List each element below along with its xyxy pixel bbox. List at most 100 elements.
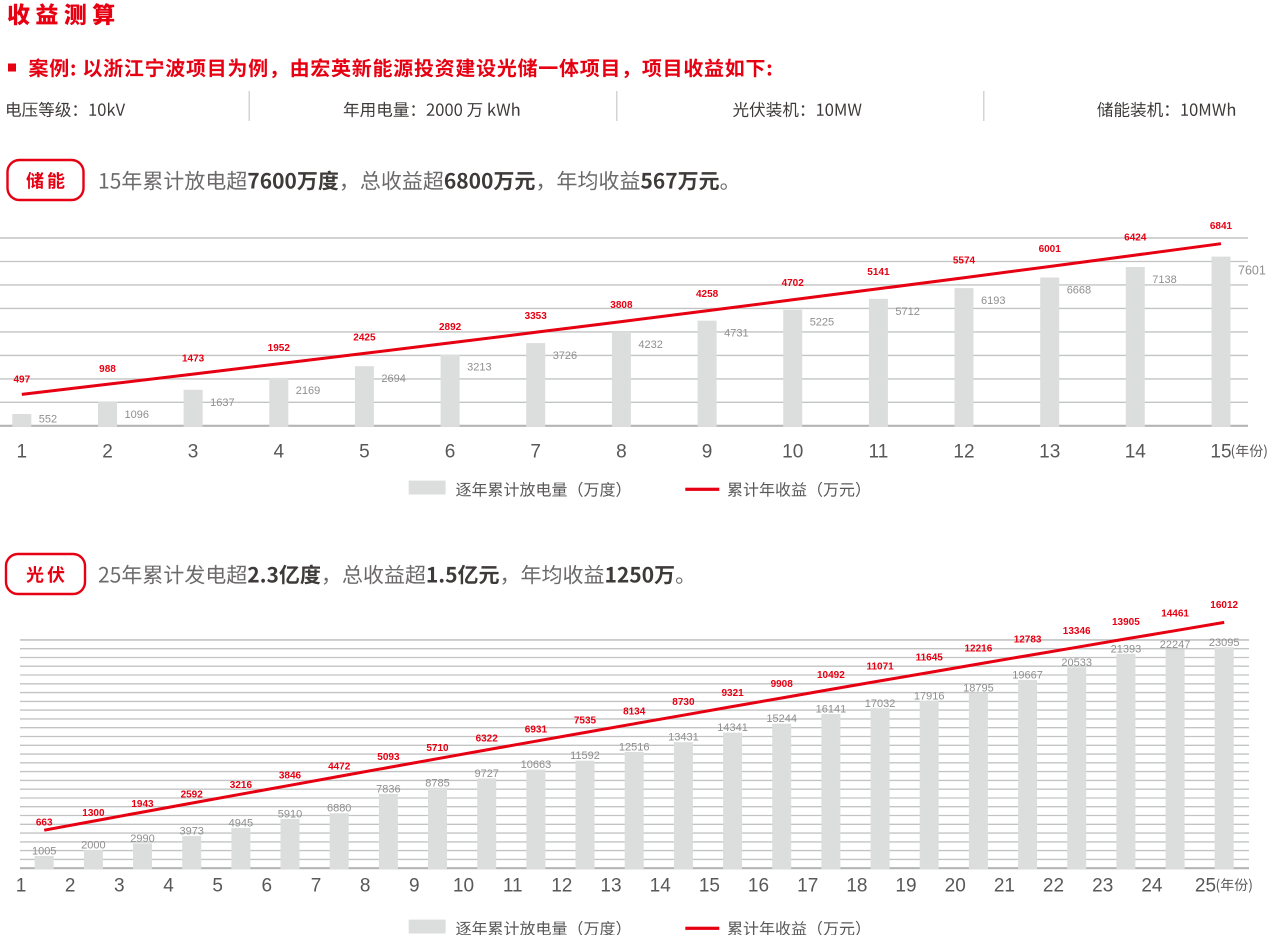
svg-text:5910: 5910 bbox=[278, 808, 302, 820]
svg-text:19: 19 bbox=[895, 876, 916, 897]
svg-text:3216: 3216 bbox=[230, 780, 253, 791]
svg-text:11: 11 bbox=[869, 442, 889, 463]
svg-text:5574: 5574 bbox=[953, 256, 976, 267]
svg-text:6193: 6193 bbox=[981, 295, 1005, 307]
svg-text:23: 23 bbox=[1092, 876, 1113, 897]
svg-text:2694: 2694 bbox=[381, 373, 405, 385]
svg-text:13905: 13905 bbox=[1112, 617, 1140, 628]
svg-text:13: 13 bbox=[1039, 442, 1060, 463]
svg-text:6322: 6322 bbox=[476, 734, 499, 745]
svg-text:22247: 22247 bbox=[1160, 639, 1191, 651]
svg-text:1096: 1096 bbox=[125, 409, 149, 421]
svg-text:15: 15 bbox=[1210, 442, 1231, 463]
svg-text:552: 552 bbox=[39, 414, 57, 426]
svg-text:13431: 13431 bbox=[668, 732, 699, 744]
svg-text:17032: 17032 bbox=[865, 698, 896, 710]
svg-text:4945: 4945 bbox=[229, 817, 253, 829]
svg-text:10: 10 bbox=[453, 876, 474, 897]
svg-text:2169: 2169 bbox=[296, 385, 320, 397]
svg-text:497: 497 bbox=[13, 374, 30, 385]
svg-text:5225: 5225 bbox=[810, 317, 834, 329]
svg-text:13346: 13346 bbox=[1063, 626, 1091, 637]
svg-text:4702: 4702 bbox=[782, 278, 805, 289]
svg-text:7601: 7601 bbox=[1238, 264, 1266, 278]
svg-text:24: 24 bbox=[1141, 876, 1163, 897]
svg-text:9: 9 bbox=[409, 876, 420, 897]
svg-text:3353: 3353 bbox=[525, 311, 548, 322]
svg-text:11: 11 bbox=[503, 876, 523, 897]
svg-text:23095: 23095 bbox=[1209, 637, 1240, 649]
svg-text:3808: 3808 bbox=[610, 300, 633, 311]
svg-text:20533: 20533 bbox=[1061, 657, 1092, 669]
svg-text:7138: 7138 bbox=[1152, 274, 1176, 286]
svg-text:6880: 6880 bbox=[327, 803, 351, 815]
svg-text:2990: 2990 bbox=[130, 833, 154, 845]
svg-text:12516: 12516 bbox=[619, 741, 650, 753]
svg-text:6: 6 bbox=[262, 876, 273, 897]
svg-text:4232: 4232 bbox=[638, 339, 662, 351]
svg-text:7535: 7535 bbox=[574, 715, 597, 726]
svg-text:1: 1 bbox=[16, 876, 27, 897]
svg-text:14: 14 bbox=[650, 876, 672, 897]
svg-text:10: 10 bbox=[782, 442, 803, 463]
svg-text:15: 15 bbox=[699, 876, 720, 897]
svg-text:6841: 6841 bbox=[1210, 221, 1233, 232]
svg-text:5: 5 bbox=[212, 876, 223, 897]
svg-text:1943: 1943 bbox=[131, 799, 154, 810]
svg-text:5710: 5710 bbox=[426, 743, 449, 754]
svg-text:21: 21 bbox=[994, 876, 1015, 897]
svg-text:5: 5 bbox=[359, 442, 370, 463]
svg-text:18795: 18795 bbox=[963, 682, 994, 694]
svg-text:7: 7 bbox=[311, 876, 322, 897]
svg-text:1005: 1005 bbox=[32, 846, 56, 858]
svg-text:9727: 9727 bbox=[474, 768, 498, 780]
svg-text:1952: 1952 bbox=[268, 343, 291, 354]
svg-text:1300: 1300 bbox=[82, 808, 105, 819]
svg-text:2000: 2000 bbox=[81, 840, 105, 852]
svg-text:13: 13 bbox=[600, 876, 621, 897]
svg-text:20: 20 bbox=[945, 876, 966, 897]
svg-text:4258: 4258 bbox=[696, 289, 719, 300]
svg-text:3213: 3213 bbox=[467, 362, 491, 374]
svg-text:10663: 10663 bbox=[521, 759, 552, 771]
svg-text:3973: 3973 bbox=[179, 826, 203, 838]
svg-text:15244: 15244 bbox=[766, 713, 797, 725]
svg-text:11592: 11592 bbox=[570, 750, 600, 762]
svg-text:14461: 14461 bbox=[1161, 609, 1189, 620]
svg-text:17916: 17916 bbox=[914, 690, 945, 702]
svg-text:988: 988 bbox=[99, 364, 116, 375]
svg-text:9321: 9321 bbox=[721, 688, 744, 699]
svg-text:8730: 8730 bbox=[672, 697, 695, 708]
svg-text:3726: 3726 bbox=[553, 350, 577, 362]
svg-text:6: 6 bbox=[445, 442, 456, 463]
svg-text:6931: 6931 bbox=[525, 725, 548, 736]
svg-text:14341: 14341 bbox=[717, 722, 748, 734]
svg-text:12: 12 bbox=[953, 442, 974, 463]
svg-text:4472: 4472 bbox=[328, 761, 351, 772]
svg-text:7836: 7836 bbox=[376, 783, 400, 795]
svg-text:3: 3 bbox=[188, 442, 199, 463]
svg-text:11645: 11645 bbox=[916, 652, 944, 663]
svg-text:19667: 19667 bbox=[1012, 669, 1043, 681]
svg-text:6424: 6424 bbox=[1124, 233, 1147, 244]
svg-text:5141: 5141 bbox=[867, 267, 890, 278]
svg-text:17: 17 bbox=[797, 876, 818, 897]
svg-text:22: 22 bbox=[1043, 876, 1064, 897]
svg-text:4: 4 bbox=[274, 442, 285, 463]
svg-text:12: 12 bbox=[551, 876, 572, 897]
svg-text:2892: 2892 bbox=[439, 322, 462, 333]
svg-text:21393: 21393 bbox=[1111, 643, 1142, 655]
svg-text:25: 25 bbox=[1195, 876, 1216, 897]
svg-text:5712: 5712 bbox=[895, 306, 919, 318]
svg-text:4731: 4731 bbox=[724, 328, 748, 340]
svg-text:8785: 8785 bbox=[425, 777, 449, 789]
svg-text:8134: 8134 bbox=[623, 706, 646, 717]
svg-text:12783: 12783 bbox=[1014, 635, 1042, 646]
svg-text:10492: 10492 bbox=[817, 670, 845, 681]
svg-text:6668: 6668 bbox=[1067, 285, 1091, 297]
svg-text:8: 8 bbox=[360, 876, 371, 897]
svg-text:1637: 1637 bbox=[210, 397, 234, 409]
svg-text:1: 1 bbox=[17, 442, 28, 463]
svg-text:3: 3 bbox=[114, 876, 125, 897]
svg-text:2592: 2592 bbox=[181, 789, 204, 800]
